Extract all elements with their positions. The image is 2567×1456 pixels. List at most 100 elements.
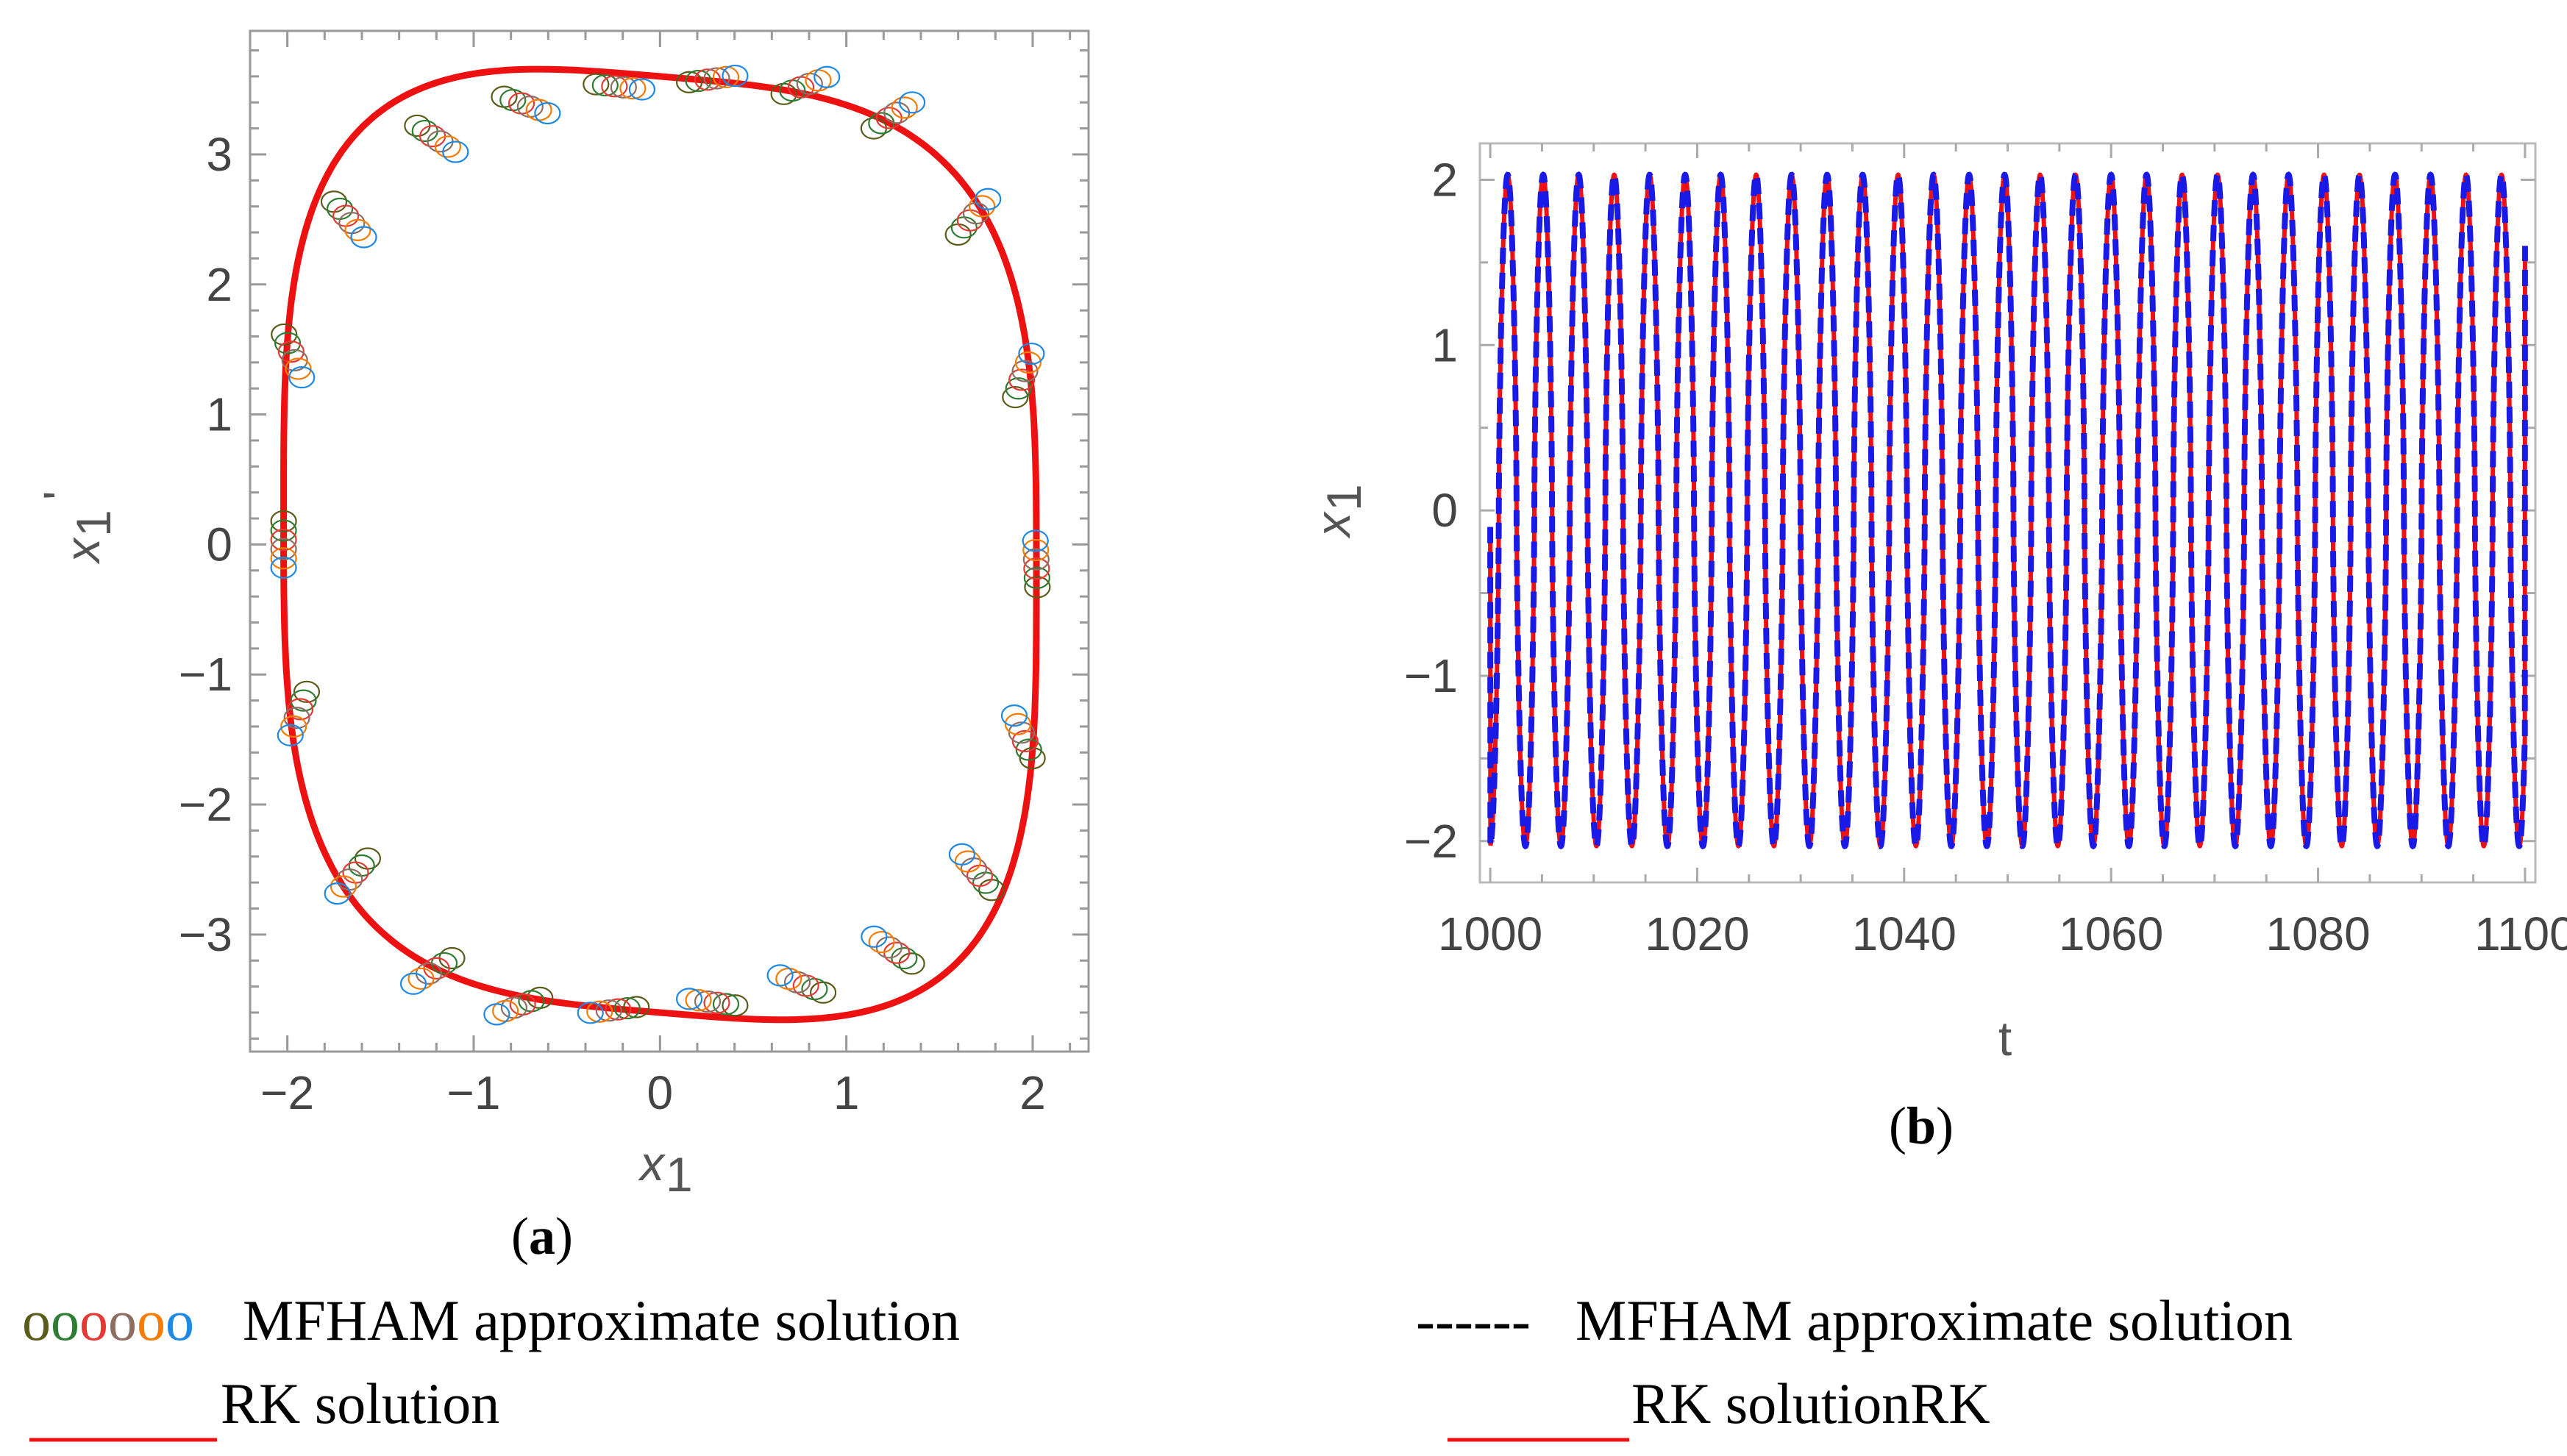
mfham-marker xyxy=(954,850,982,873)
mfham-marker xyxy=(270,538,297,560)
mfham-marker xyxy=(601,75,628,98)
svg-text:(b): (b) xyxy=(1889,1096,1954,1155)
mfham-marker xyxy=(1002,385,1029,409)
mfham-marker xyxy=(969,195,996,218)
mfham-marker xyxy=(434,135,462,158)
legend-marker-0: o xyxy=(22,1288,51,1352)
mfham-marker xyxy=(1005,377,1032,400)
mfham-marker xyxy=(330,875,357,898)
legend-left-markers: oooooo xyxy=(22,1288,194,1352)
mfham-marker xyxy=(283,707,310,729)
panel-a-letter: a xyxy=(529,1207,555,1266)
mfham-marker xyxy=(277,340,305,363)
plot-a-y-tick-label: 1 xyxy=(206,388,232,441)
plot-a-y-tick-label: −3 xyxy=(179,908,232,961)
mfham-marker xyxy=(613,996,641,1020)
mfham-marker xyxy=(685,989,712,1012)
mfham-circle-markers xyxy=(270,64,1051,1026)
plot-b-y-tick-label: 1 xyxy=(1431,318,1458,371)
mfham-marker xyxy=(703,67,730,90)
plot-a-x-tick-label: 0 xyxy=(647,1066,674,1119)
mfham-marker xyxy=(281,349,308,371)
mfham-marker xyxy=(407,967,435,990)
mfham-marker xyxy=(270,547,297,570)
mfham-marker xyxy=(1022,538,1050,562)
rk-limit-cycle-curve xyxy=(280,65,1040,1024)
mfham-marker xyxy=(1022,548,1050,571)
mfham-marker xyxy=(1008,721,1035,744)
plot-a-y-tick-label: −1 xyxy=(179,648,232,701)
legend-marker-5: o xyxy=(165,1288,194,1352)
mfham-marker xyxy=(586,1000,613,1023)
plot-a-x-tick-label: −1 xyxy=(447,1066,501,1119)
panel-b-open: ( xyxy=(1889,1096,1906,1155)
mfham-marker xyxy=(605,998,632,1021)
mfham-marker xyxy=(1000,704,1028,727)
plot-a-y-tick-label: 0 xyxy=(206,518,232,571)
plot-a-y-tick-labels: −3 −2 −1 0 1 2 3 xyxy=(179,128,232,961)
panel-a-label: (a) xyxy=(511,1207,573,1266)
plot-b-y-tick-label: −1 xyxy=(1404,649,1458,702)
mfham-marker xyxy=(899,91,926,114)
panel-b-label: (b) xyxy=(1889,1096,1954,1155)
mfham-marker xyxy=(324,882,351,905)
plot-a-y-tick-label: 3 xyxy=(206,128,232,181)
legend-right-rk-label: RK solutionRK xyxy=(1631,1371,1990,1435)
mfham-marker xyxy=(1022,529,1049,552)
mfham-marker xyxy=(813,65,841,88)
mfham-marker xyxy=(288,366,316,389)
plot-b-x-tick-label: 1020 xyxy=(1645,907,1749,960)
legend-marker-1: o xyxy=(51,1288,79,1352)
legend-marker-4: o xyxy=(137,1288,165,1352)
plot-b-x-tick-labels: 1000 1020 1040 1060 1080 1100 xyxy=(1438,907,2567,960)
plot-b-y-axis-title: x 1 xyxy=(1306,484,1371,539)
mfham-marker xyxy=(694,990,722,1013)
legend-marker-2: o xyxy=(79,1288,108,1352)
mfham-marker xyxy=(290,689,317,712)
mfham-marker xyxy=(280,715,307,738)
mfham-marker xyxy=(1019,746,1046,770)
mfham-marker xyxy=(1024,576,1051,599)
plot-a-xlabel-x: x xyxy=(638,1136,666,1191)
mfham-marker xyxy=(1008,368,1036,391)
mfham-marker xyxy=(712,65,740,88)
phase-portrait-chart: −2 −1 0 1 2 −3 −2 −1 0 1 2 3 x 1 x 1 ' xyxy=(33,29,1090,1202)
mfham-marker xyxy=(583,73,610,96)
mfham-marker xyxy=(1018,342,1045,365)
svg-text:1: 1 xyxy=(66,510,121,537)
mfham-marker xyxy=(619,77,647,100)
legend-right-dash-swatch: ------ xyxy=(1416,1288,1531,1352)
svg-text:x: x xyxy=(1306,511,1360,539)
mfham-marker xyxy=(577,1002,604,1024)
mfham-marker xyxy=(591,74,619,97)
plot-b-ticks xyxy=(1480,143,2535,882)
mfham-marker xyxy=(685,69,712,93)
mfham-marker xyxy=(712,993,740,1016)
plot-a-y-axis-title: x 1 ' xyxy=(33,490,121,565)
mfham-marker xyxy=(1023,566,1050,589)
svg-text:(a): (a) xyxy=(511,1207,573,1266)
mfham-marker xyxy=(271,323,298,346)
plot-b-y-tick-label: 0 xyxy=(1431,484,1458,537)
panel-b-letter: b xyxy=(1906,1096,1936,1155)
mfham-marker xyxy=(610,76,637,99)
mfham-marker xyxy=(1011,360,1039,382)
legend-left-mfham-label: MFHAM approximate solution xyxy=(243,1288,960,1352)
panel-b-close: ) xyxy=(1936,1096,1954,1155)
plot-a-y-tick-label: −2 xyxy=(179,778,232,831)
legend-marker-3: o xyxy=(108,1288,137,1352)
mfham-marker xyxy=(694,68,722,91)
plot-b-xlabel: t xyxy=(1998,1011,2012,1066)
plot-b-x-tick-label: 1060 xyxy=(2059,907,2163,960)
plot-a-x-tick-label: −2 xyxy=(260,1066,314,1119)
mfham-marker xyxy=(270,529,297,552)
svg-text:': ' xyxy=(33,490,88,500)
mfham-marker xyxy=(344,218,371,241)
mfham-marker xyxy=(766,964,794,987)
mfham-marker xyxy=(1014,351,1042,374)
mfham-marker xyxy=(948,843,975,866)
mfham-marker xyxy=(285,357,312,380)
svg-text:x: x xyxy=(55,537,110,565)
time-series-chart: 1000 1020 1040 1060 1080 1100 −2 −1 0 1 2 t x 1 xyxy=(1306,142,2567,1066)
mfham-marker xyxy=(628,78,656,101)
